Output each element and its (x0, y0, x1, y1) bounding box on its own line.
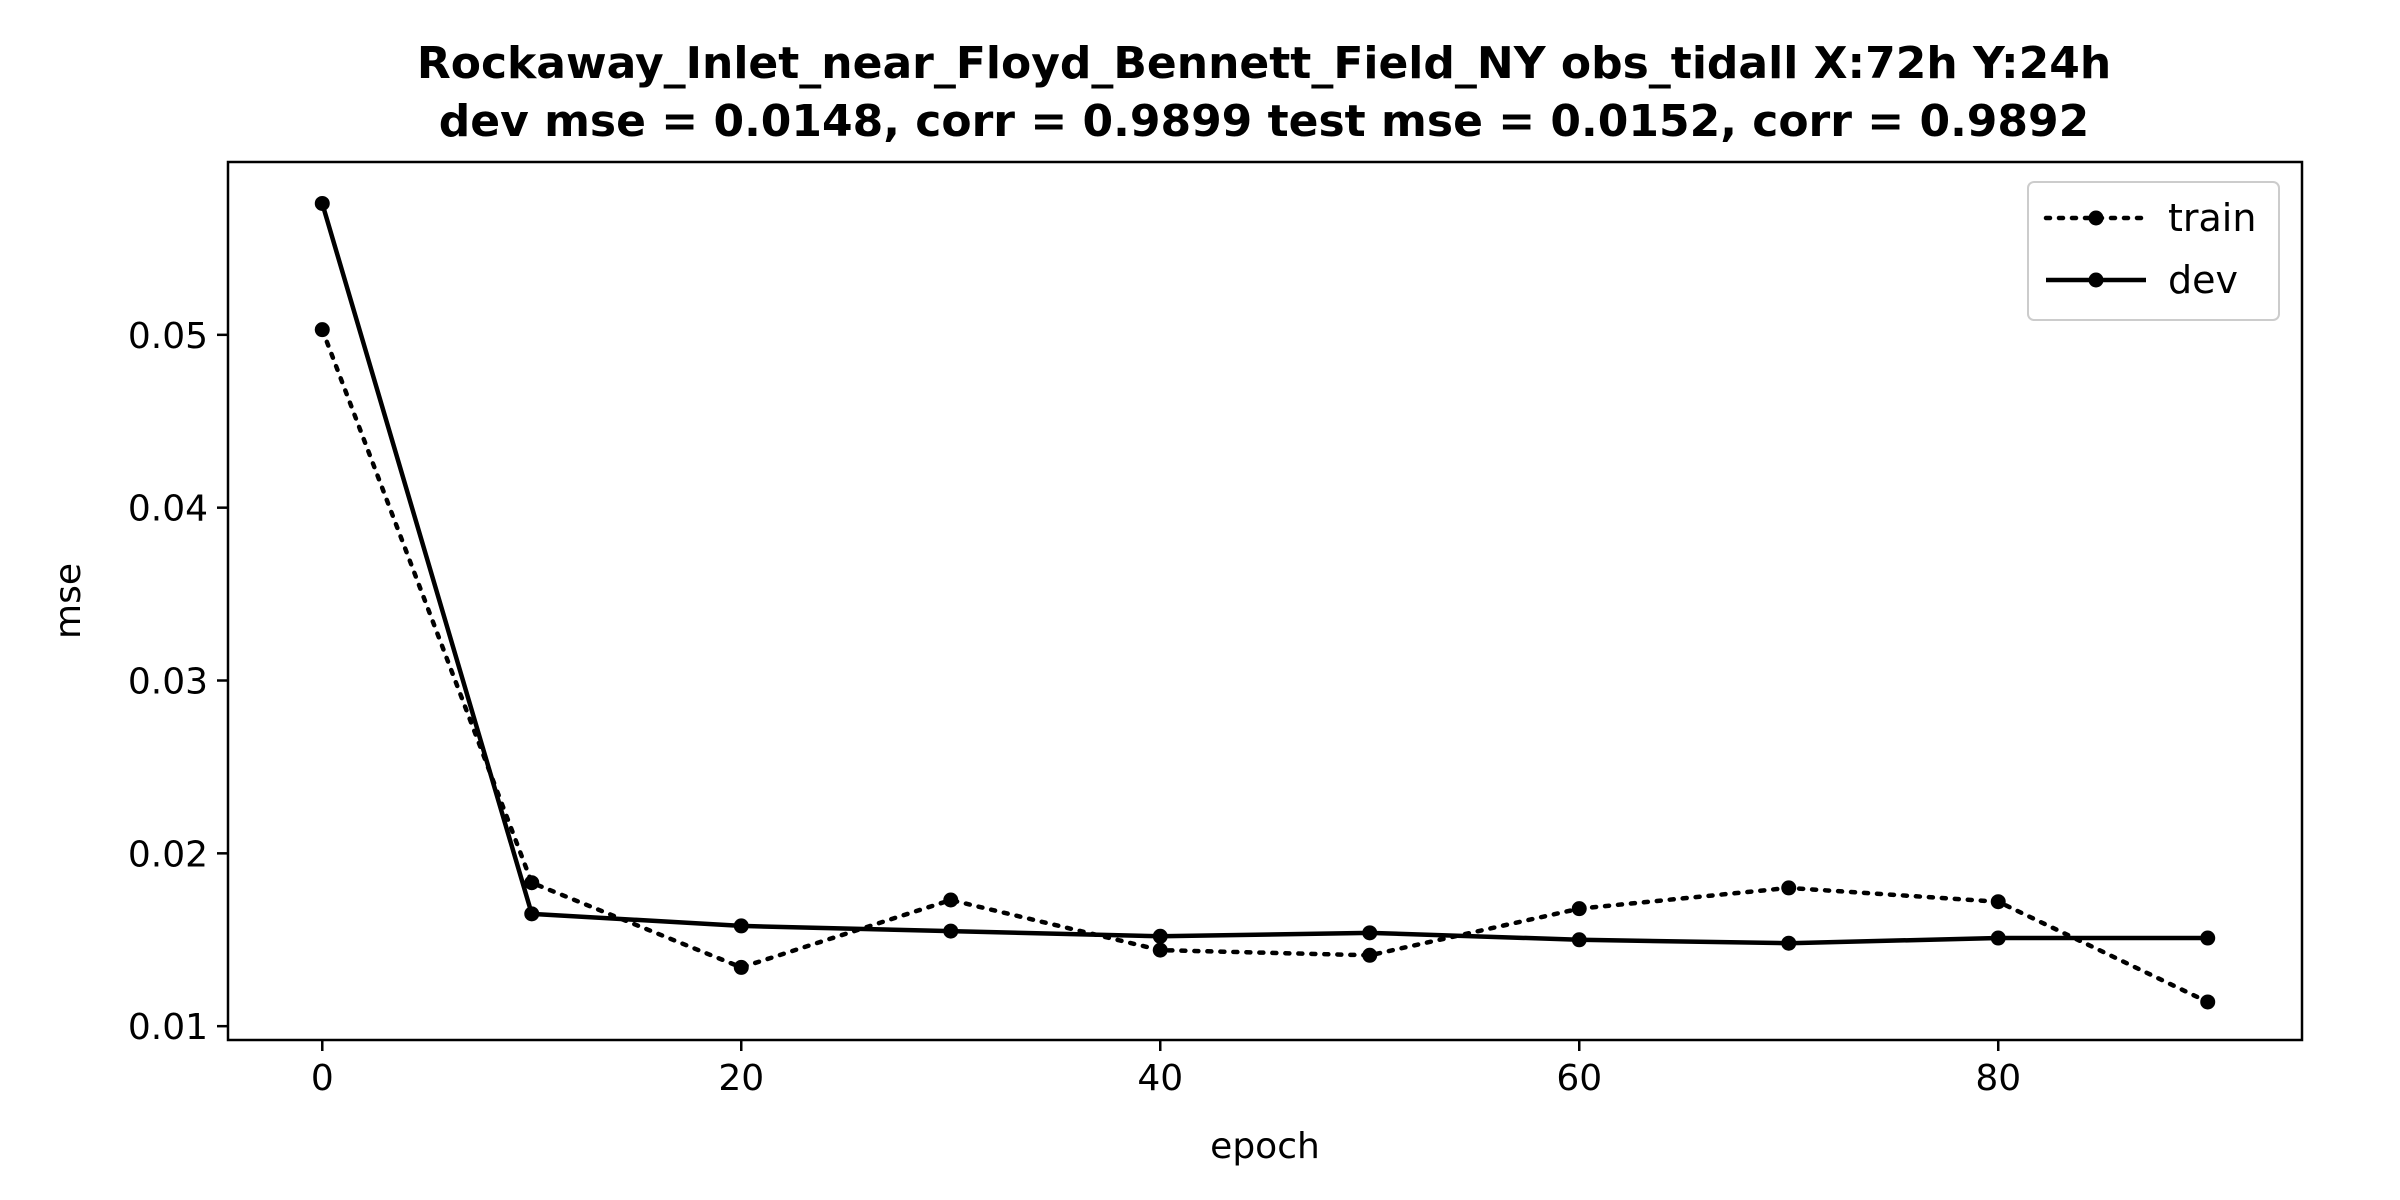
series-line-train (320, 327, 2210, 1005)
x-tick-label: 60 (1556, 1058, 1602, 1099)
y-axis-label: mse (48, 563, 89, 639)
series-line-dev (320, 202, 2208, 946)
data-point-train (1990, 894, 2006, 910)
x-axis-label: epoch (1210, 1126, 1320, 1167)
x-tick-label: 0 (311, 1058, 334, 1099)
data-point-train (1362, 947, 1378, 963)
legend-marker-dev (2088, 272, 2104, 288)
data-point-dev (1990, 930, 2006, 946)
series-dev (314, 195, 2216, 951)
data-point-train (1571, 901, 1587, 917)
legend: train dev (2027, 181, 2280, 321)
chart-subtitle: dev mse = 0.0148, corr = 0.9899 test mse… (439, 96, 2090, 147)
y-tick-label: 0.05 (128, 316, 208, 357)
data-point-dev (524, 906, 540, 922)
data-point-dev (1781, 935, 1797, 951)
plot-frame (226, 160, 2304, 1042)
data-point-train (943, 892, 959, 908)
data-point-dev (943, 923, 959, 939)
y-tick-label: 0.04 (128, 489, 208, 530)
y-tick-label: 0.03 (128, 662, 208, 703)
legend-marker-train (2088, 210, 2104, 226)
data-point-dev (2200, 930, 2216, 946)
x-tick-label: 20 (718, 1058, 764, 1099)
data-point-dev (314, 195, 330, 211)
x-tick-label: 40 (1137, 1058, 1183, 1099)
data-point-train (1781, 880, 1797, 896)
y-tick-label: 0.02 (128, 834, 208, 875)
series-train (314, 322, 2216, 1010)
legend-label-train: train (2168, 196, 2256, 240)
chart-title: Rockaway_Inlet_near_Floyd_Bennett_Field_… (417, 38, 2111, 89)
data-point-dev (1362, 925, 1378, 941)
data-point-train (314, 322, 330, 338)
data-point-dev (733, 918, 749, 934)
x-tick-label: 80 (1975, 1058, 2021, 1099)
data-point-dev (1571, 932, 1587, 948)
plot-area: 0 20 40 60 80 0.01 0.02 0.03 0.04 0.05 epoch mse tra… (48, 160, 2304, 1167)
data-point-train (1152, 942, 1168, 958)
data-point-dev (1152, 928, 1168, 944)
legend-label-dev: dev (2168, 258, 2238, 302)
y-tick-label: 0.01 (128, 1007, 208, 1048)
data-point-train (733, 959, 749, 975)
data-point-train (524, 875, 540, 891)
data-point-train (2200, 994, 2216, 1010)
